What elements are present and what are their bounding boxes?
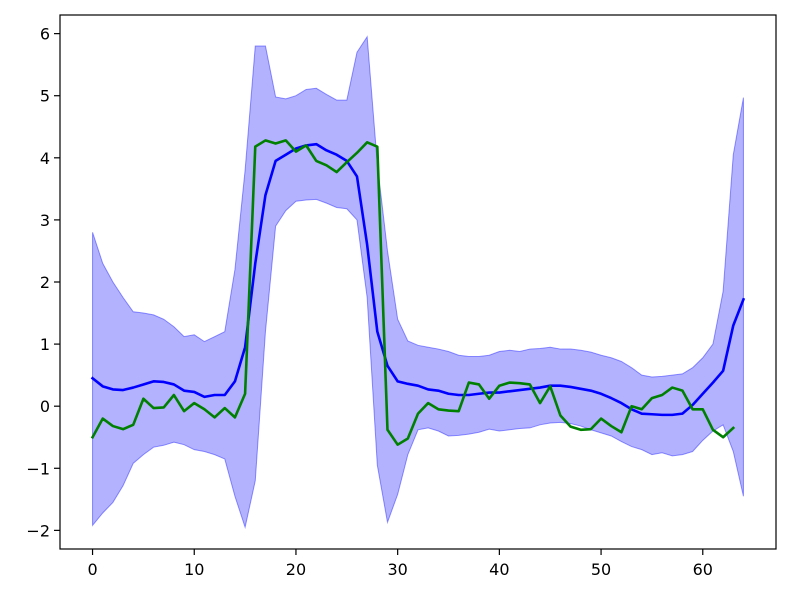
x-axis: 0 10 20 30 40 50 60 — [87, 549, 713, 579]
y-axis: −2 −1 0 1 2 3 4 5 6 — [26, 25, 60, 540]
y-tick-label: 6 — [40, 25, 50, 44]
x-tick-label: 40 — [489, 560, 509, 579]
series-line-1 — [90, 139, 736, 446]
x-tick-label: 20 — [286, 560, 306, 579]
y-tick-label: 1 — [40, 335, 50, 354]
y-tick-label: 4 — [40, 149, 50, 168]
axes-frame — [59, 14, 777, 550]
y-tick-label: −2 — [26, 521, 50, 540]
plot-area — [90, 35, 746, 530]
y-tick-label: 5 — [40, 87, 50, 106]
x-tick-label: 10 — [184, 560, 204, 579]
y-tick-label: −1 — [26, 459, 50, 478]
y-tick-label: 2 — [40, 273, 50, 292]
x-tick-label: 30 — [387, 560, 407, 579]
y-tick-label: 0 — [40, 397, 50, 416]
x-tick-label: 50 — [591, 560, 611, 579]
x-tick-label: 60 — [693, 560, 713, 579]
y-tick-label: 3 — [40, 211, 50, 230]
series-line-0 — [90, 142, 746, 417]
x-tick-label: 0 — [87, 560, 97, 579]
